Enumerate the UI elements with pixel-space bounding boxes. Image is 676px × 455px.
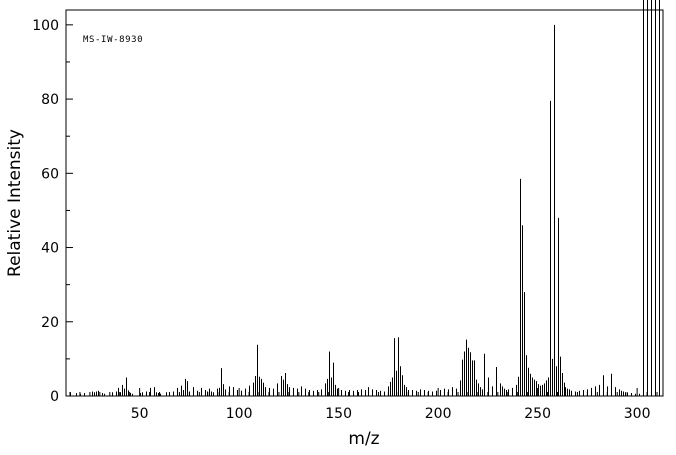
y-tick-label: 80 bbox=[41, 92, 59, 108]
spectrum-peaks bbox=[70, 0, 660, 396]
y-tick-label: 0 bbox=[50, 389, 59, 405]
sample-label: MS-IW-8930 bbox=[83, 35, 143, 45]
y-tick-label: 20 bbox=[41, 315, 59, 331]
y-axis-tick-labels: 0 20 40 60 80 100 bbox=[32, 18, 59, 405]
x-axis-title: m/z bbox=[348, 429, 379, 449]
x-tick-label: 300 bbox=[624, 406, 651, 422]
y-axis-ticks bbox=[66, 24, 73, 397]
x-axis-tick-labels: 50 100 150 200 250 300 bbox=[131, 406, 651, 422]
y-axis-title: Relative Intensity bbox=[5, 129, 25, 277]
x-tick-label: 150 bbox=[325, 406, 352, 422]
y-tick-label: 60 bbox=[41, 166, 59, 182]
x-tick-label: 250 bbox=[524, 406, 551, 422]
y-tick-label: 100 bbox=[32, 18, 59, 34]
x-tick-label: 100 bbox=[226, 406, 253, 422]
plot-frame bbox=[65, 9, 664, 397]
y-tick-label: 40 bbox=[41, 241, 59, 257]
x-tick-label: 200 bbox=[425, 406, 452, 422]
x-tick-label: 50 bbox=[131, 406, 149, 422]
